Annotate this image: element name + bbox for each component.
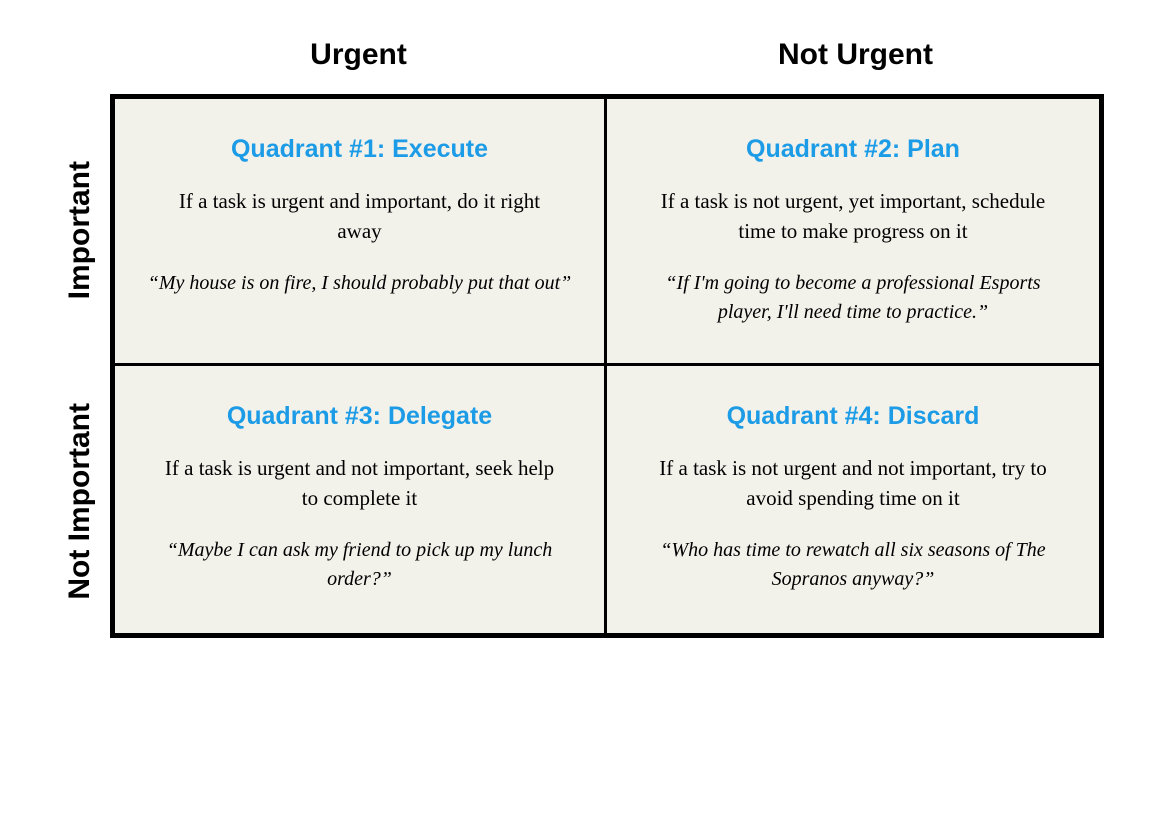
row-header-important: Important bbox=[50, 94, 110, 366]
quadrant-title: Quadrant #1: Execute bbox=[143, 135, 576, 164]
matrix-body: Important Not Important Quadrant #1: Exe… bbox=[50, 94, 1104, 638]
quadrant-example: “Who has time to rewatch all six seasons… bbox=[635, 536, 1071, 594]
quadrant-grid: Quadrant #1: Execute If a task is urgent… bbox=[110, 94, 1104, 638]
quadrant-title: Quadrant #3: Delegate bbox=[143, 402, 576, 431]
quadrant-description: If a task is not urgent and not importan… bbox=[635, 453, 1071, 514]
row-header-not-important: Not Important bbox=[50, 366, 110, 638]
row-header-label: Important bbox=[63, 161, 97, 299]
quadrant-example: “Maybe I can ask my friend to pick up my… bbox=[143, 536, 576, 594]
quadrant-title: Quadrant #4: Discard bbox=[635, 402, 1071, 431]
row-header-label: Not Important bbox=[63, 403, 97, 600]
quadrant-description: If a task is urgent and not important, s… bbox=[143, 453, 576, 514]
quadrant-description: If a task is not urgent, yet important, … bbox=[635, 186, 1071, 247]
quadrant-1-execute: Quadrant #1: Execute If a task is urgent… bbox=[115, 99, 607, 366]
column-header-not-urgent: Not Urgent bbox=[607, 20, 1104, 94]
column-header-label: Urgent bbox=[310, 38, 407, 71]
column-headers: Urgent Not Urgent bbox=[110, 20, 1104, 94]
column-header-urgent: Urgent bbox=[110, 20, 607, 94]
column-header-label: Not Urgent bbox=[778, 38, 933, 71]
quadrant-2-plan: Quadrant #2: Plan If a task is not urgen… bbox=[607, 99, 1099, 366]
row-headers: Important Not Important bbox=[50, 94, 110, 638]
quadrant-4-discard: Quadrant #4: Discard If a task is not ur… bbox=[607, 366, 1099, 633]
quadrant-3-delegate: Quadrant #3: Delegate If a task is urgen… bbox=[115, 366, 607, 633]
eisenhower-matrix: Urgent Not Urgent Important Not Importan… bbox=[50, 20, 1104, 638]
quadrant-title: Quadrant #2: Plan bbox=[635, 135, 1071, 164]
quadrant-example: “If I'm going to become a professional E… bbox=[635, 269, 1071, 327]
quadrant-example: “My house is on fire, I should probably … bbox=[143, 269, 576, 298]
quadrant-description: If a task is urgent and important, do it… bbox=[143, 186, 576, 247]
